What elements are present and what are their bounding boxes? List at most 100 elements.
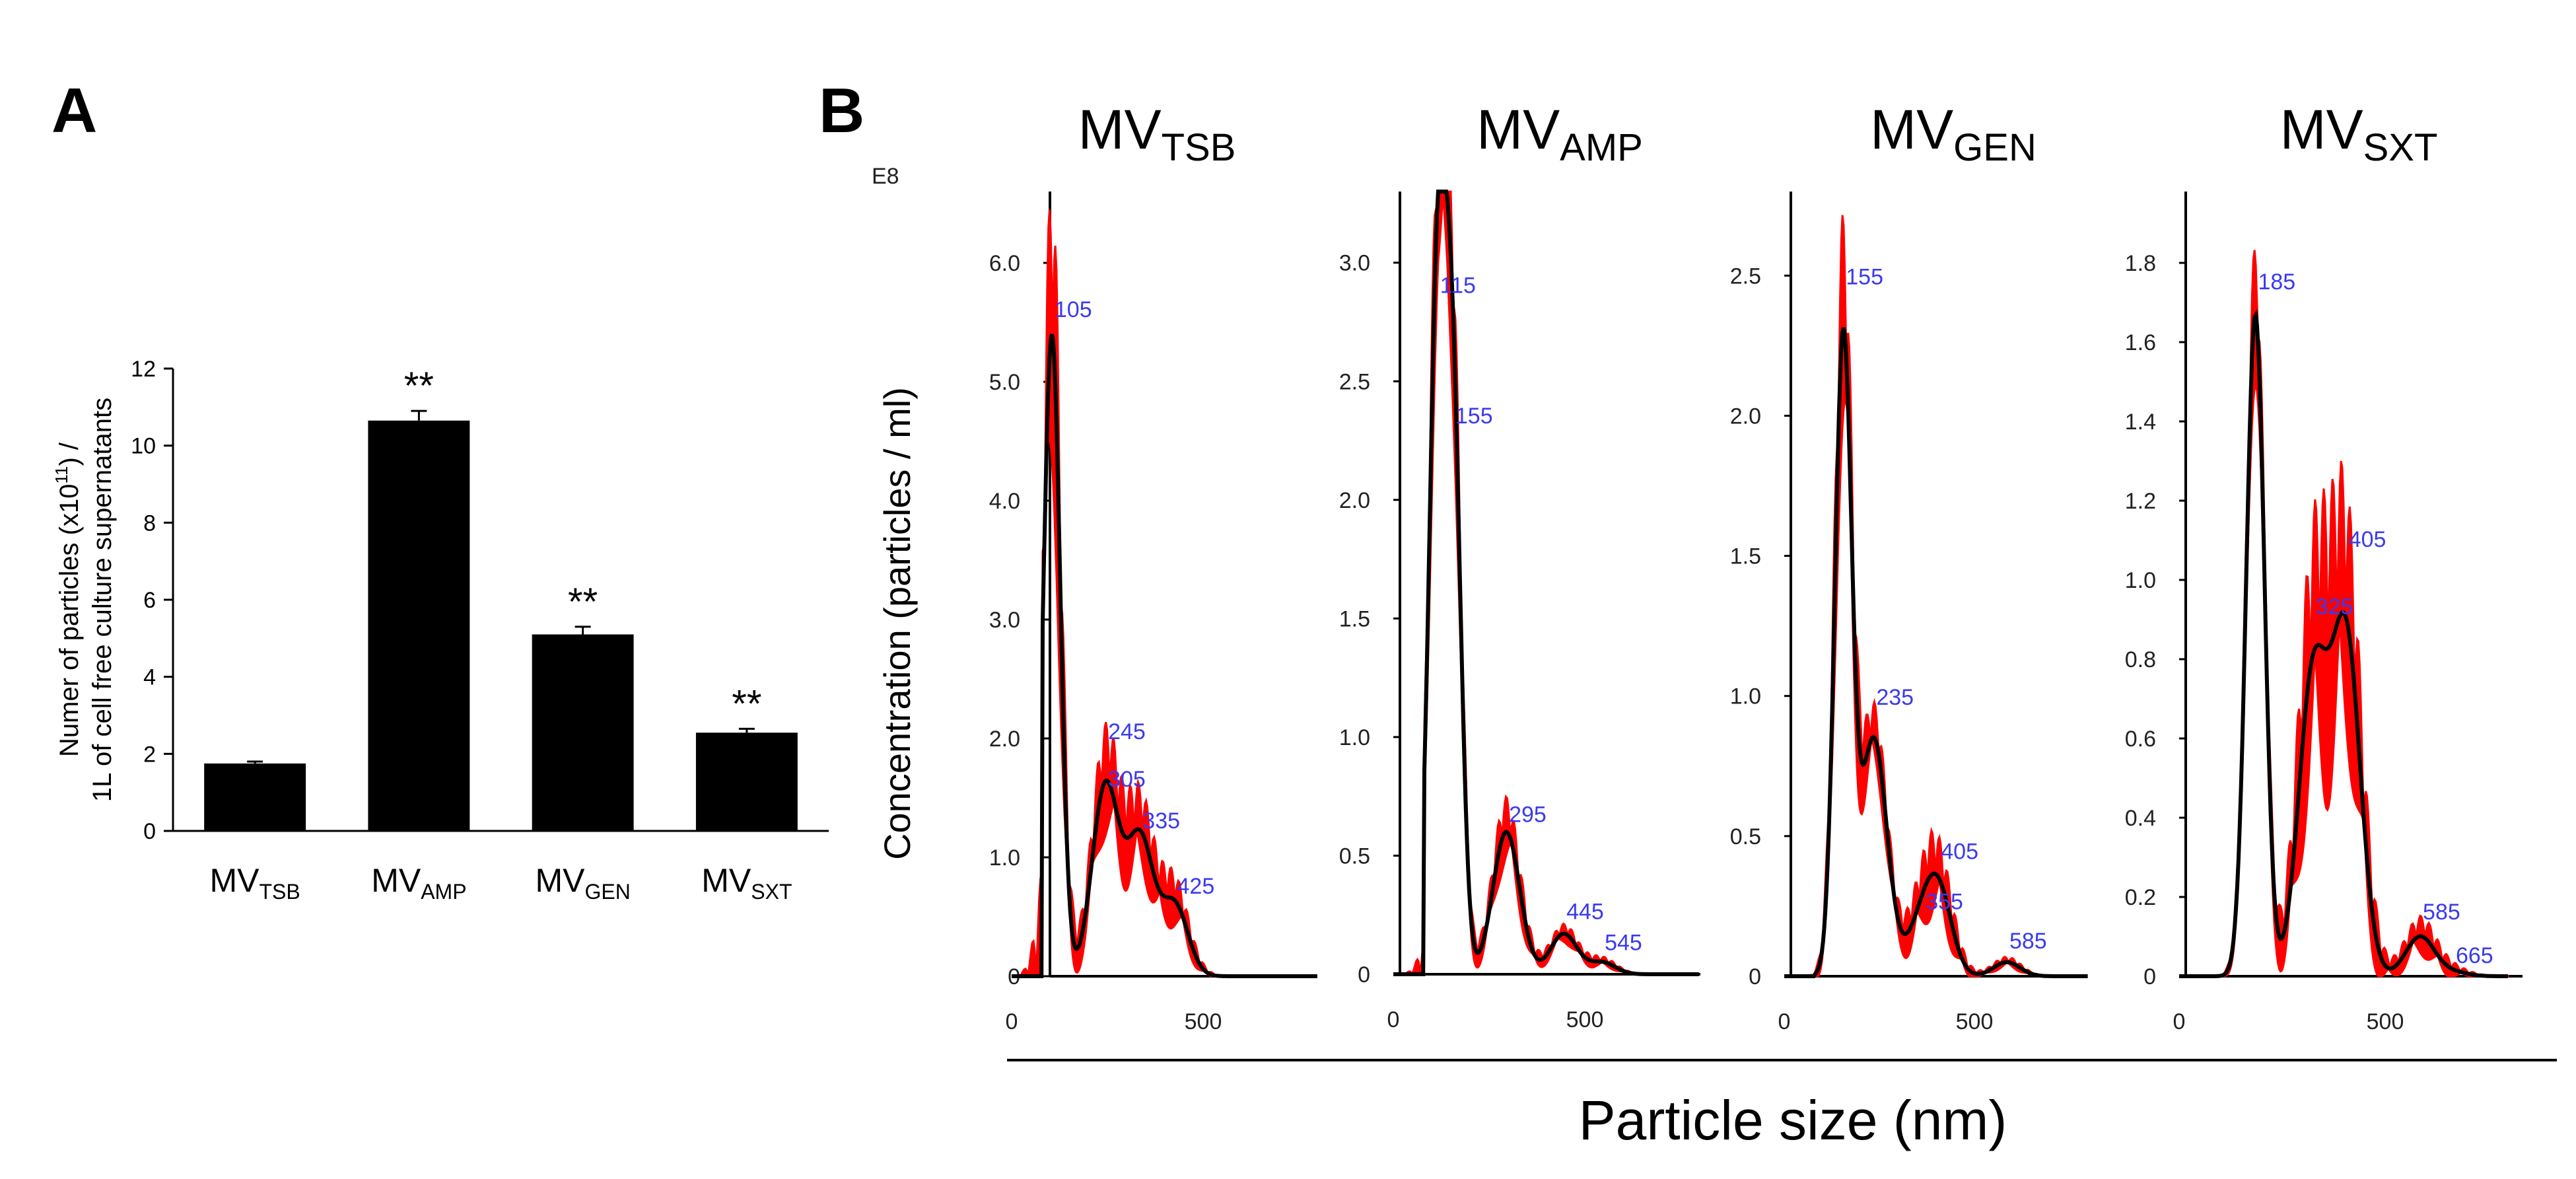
peak-label: 305 [1108,767,1146,792]
distribution-x-tick-label: 500 [1185,1009,1222,1034]
distribution-y-tick-label: 0.5 [1339,843,1370,869]
peak-label: 425 [1177,874,1215,899]
distribution-chart-sxt: MVSXT 0 0.2 0.4 0.6 0.8 1.0 1.2 1.4 1.6 1.8 0 500 185… [2125,98,2523,1034]
bar-chart: 0 2 4 6 8 10 12 MVTSB ** MVAMP ** MVGEN ** MVSXT Numer… [52,357,829,904]
distribution-y-tick-label: 1.4 [2125,410,2156,435]
distribution-y-tick-label: 1.0 [1730,684,1761,709]
distribution-curve [2179,308,2508,978]
distribution-y-tick-label: 0 [1749,964,1761,989]
significance-marker: ** [732,682,761,725]
bar-y-tick-label: 12 [131,357,156,382]
distribution-y-tick-label: 1.0 [989,845,1020,871]
distribution-title-tsb: MVTSB [1078,98,1236,169]
bar-y-axis-label-line1: Numer of particles (x1011) / [52,442,84,757]
bar-y-tick-label: 0 [143,819,156,844]
distribution-y-tick-label: 2.0 [989,727,1020,752]
peak-label: 665 [2456,943,2493,968]
distribution-y-tick-label: 2.5 [1730,264,1761,289]
distribution-y-tick-label: 0.5 [1730,824,1761,849]
distribution-x-tick-label: 0 [2173,1009,2186,1034]
distribution-chart-tsb: MVTSB01.02.03.04.05.06.00500105245305335… [872,98,1317,1034]
scale-label: E8 [872,164,899,189]
distribution-error-band [1393,190,1699,976]
bar-y-tick-label: 6 [143,588,156,613]
panel-label-a: A [52,75,97,146]
distribution-y-tick-label: 0.4 [2125,806,2156,831]
bar-y-tick-label: 10 [131,434,156,459]
bar-y-tick-label: 4 [143,665,156,690]
distribution-y-tick-label: 3.0 [989,608,1020,633]
peak-label: 295 [1509,802,1547,827]
distribution-curve [1784,327,2088,978]
distribution-x-tick-label: 0 [1006,1009,1018,1034]
bar-y-tick-label: 8 [143,511,156,536]
significance-marker: ** [404,365,434,408]
bar-tsb [204,763,306,831]
distribution-title-sxt: MVSXT [2280,98,2438,169]
peak-label: 155 [1846,265,1883,290]
distribution-y-tick-label: 0 [2143,964,2156,989]
significance-marker: ** [568,581,598,624]
bar-y-tick-label: 2 [143,742,156,767]
bar-sxt [695,732,798,831]
distribution-error-band [1784,215,2088,978]
distribution-y-tick-label: 1.0 [2125,568,2156,593]
distribution-y-tick-label: 0.2 [2125,885,2156,910]
distribution-y-tick-label: 4.0 [989,489,1020,514]
distribution-x-tick-label: 500 [2367,1009,2404,1034]
bar-x-tick-label: MVGEN [535,862,630,904]
size-distribution-charts: MVTSB 0 1.0 2.0 3.0 4.0 5.0 6.0 0 500 105 245 305 335… [872,98,2523,1034]
peak-label: 235 [1876,685,1914,710]
peak-label: 405 [1941,839,1978,864]
distribution-y-tick-label: 1.6 [2125,330,2156,355]
peak-label: 245 [1108,719,1146,744]
distribution-x-tick-label: 0 [1778,1009,1791,1034]
distribution-error-band [1011,209,1317,978]
distribution-y-tick-label: 1.5 [1730,544,1761,569]
peak-label: 335 [1142,808,1180,834]
peak-label: 325 [2316,594,2353,620]
distribution-y-tick-label: 2.0 [1730,404,1761,429]
bar-amp [368,420,470,831]
distribution-x-tick-label: 500 [1956,1009,1994,1034]
distribution-y-tick-label: 1.8 [2125,251,2156,276]
distribution-y-tick-label: 2.5 [1339,369,1370,394]
distribution-y-tick-label: 0.6 [2125,727,2156,752]
distribution-y-tick-label: 3.0 [1339,251,1370,276]
distribution-title-gen: MVGEN [1870,98,2036,169]
distribution-y-tick-label: 0.8 [2125,647,2156,672]
peak-label: 105 [1055,297,1092,322]
bar-gen [532,634,634,831]
bar-x-tick-label: MVAMP [371,862,466,904]
peak-label: 155 [1455,404,1493,429]
distribution-y-axis-label: Concentration (particles / ml) [876,387,918,860]
peak-label: 405 [2349,527,2386,552]
peak-label: 355 [1926,890,1963,915]
distribution-y-tick-label: 1.0 [1339,725,1370,750]
distribution-y-tick-label: 2.0 [1339,488,1370,513]
peak-label: 585 [2009,929,2047,954]
peak-label: 185 [2258,269,2295,295]
distribution-y-tick-label: 6.0 [989,251,1020,276]
distribution-x-tick-label: 500 [1566,1007,1604,1032]
distribution-curve [1393,190,1699,976]
bar-x-tick-label: MVTSB [210,862,300,904]
distribution-y-tick-label: 1.2 [2125,489,2156,514]
peak-label: 585 [2423,900,2460,925]
bar-x-tick-label: MVSXT [701,862,792,904]
peak-label: 545 [1605,930,1642,955]
shared-x-axis-label: Particle size (nm) [1579,1089,2007,1151]
distribution-x-tick-label: 0 [1387,1007,1400,1032]
distribution-curve [1012,334,1317,978]
bar-y-axis-label-line2: 1L of cell free culture supernatants [88,398,117,802]
distribution-chart-amp: MVAMP 0 0.5 1.0 1.5 2.0 2.5 3.0 0 500 115 155 295 445… [1339,98,1700,1032]
distribution-y-tick-label: 5.0 [989,370,1020,395]
distribution-y-tick-label: 1.5 [1339,606,1370,631]
distribution-y-tick-label: 0 [1358,962,1370,987]
distribution-chart-gen: MVGEN 0 0.5 1.0 1.5 2.0 2.5 0 500 155 235 355 405 585 [1730,98,2088,1034]
distribution-title-amp: MVAMP [1477,98,1643,169]
peak-label: 115 [1440,273,1476,299]
peak-label: 445 [1566,900,1604,925]
panel-label-b: B [819,75,864,146]
